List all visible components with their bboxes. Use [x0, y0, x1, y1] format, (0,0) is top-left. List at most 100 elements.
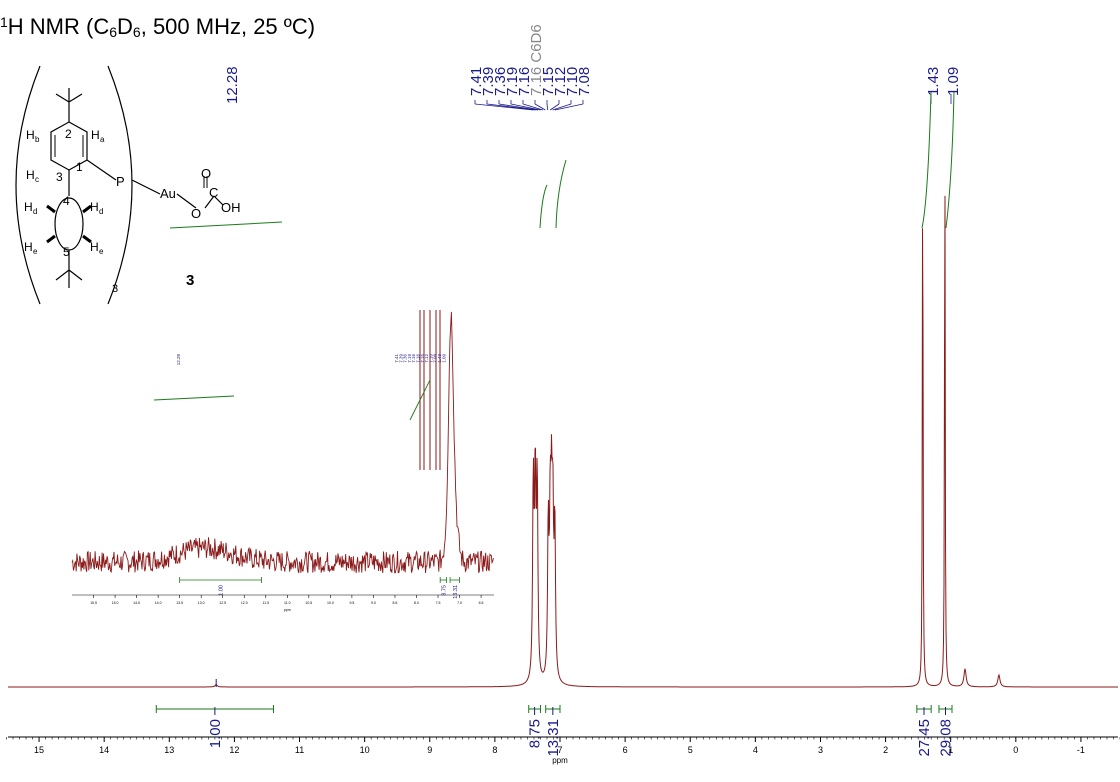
atom-hc-sub: c [35, 175, 39, 184]
inset-peak-label: 7.36 [403, 354, 408, 363]
label-connector [546, 103, 549, 111]
atom-ha: H [91, 128, 100, 142]
peak-label: 12.28 [224, 66, 241, 104]
spectrum-title: 1H NMR (C6D6, 500 MHz, 25 ºC) [0, 14, 316, 40]
integral-value: 1.00 [207, 719, 224, 748]
atom-hd-left: H [24, 200, 33, 214]
c1-p-bond [86, 159, 117, 181]
inset-tick-label: 8.5 [393, 601, 398, 605]
inset-tick-label: 8.0 [414, 601, 419, 605]
x-axis-label: ppm [552, 756, 568, 765]
inset-integral-curve [409, 379, 431, 421]
inset-tick-label: 13.5 [176, 601, 183, 605]
inset-peak-label: 7.39 [398, 354, 403, 363]
peak-label: 7.08 [576, 67, 593, 96]
x-tick-label: 11 [295, 745, 304, 755]
label-connector [534, 103, 546, 111]
inset-tick-label: 14.0 [155, 601, 162, 605]
x-tick-label: 8 [492, 745, 497, 755]
atom-hb-sub: b [35, 135, 40, 144]
atom-hd-right: H [90, 200, 99, 214]
inset-tick-label: 15.0 [112, 601, 119, 605]
integral-curve [169, 221, 283, 229]
carbon-4: 4 [63, 194, 70, 208]
peak-label: 7.36 [492, 67, 509, 96]
p-au-bond [131, 179, 161, 195]
atom-he-right: H [90, 240, 99, 254]
integral-curve [945, 91, 955, 229]
au-o-bond [176, 193, 197, 209]
inset-peak-label: 1.43 [437, 354, 442, 363]
integral-value: 27.45 [916, 719, 933, 757]
inset-tick-label: 13.0 [198, 601, 205, 605]
inset-integral-value: 13.31 [453, 585, 459, 599]
integral-value: 13.31 [545, 719, 562, 757]
x-tick-label: 2 [883, 745, 888, 755]
integral-curve [555, 159, 567, 229]
atom-o1: O [191, 206, 201, 221]
label-connector [522, 103, 544, 111]
peak-label: 7.10 [564, 67, 581, 96]
peak-label: 7.12 [552, 67, 569, 96]
tbu-top [55, 88, 83, 122]
inset-peak-label: 7.12 [424, 354, 429, 363]
peak-label: 1.09 [945, 67, 962, 96]
inset-peak-label: 7.08 [433, 354, 438, 363]
inset-integral-curve [153, 395, 235, 401]
atom-p: P [116, 174, 125, 189]
inset-tick-label: 11.5 [262, 601, 269, 605]
peak-label: 7.16 [516, 67, 533, 96]
atom-he-right-sub: e [99, 247, 104, 256]
inset-peak-label: 7.16 [411, 354, 416, 363]
integral-value: 8.75 [527, 719, 544, 748]
label-connector [552, 103, 572, 111]
atom-hc: H [26, 168, 35, 182]
x-tick-label: 14 [99, 745, 109, 755]
x-tick-label: -1 [1077, 745, 1085, 755]
atom-he-left-sub: e [33, 247, 38, 256]
x-tick-label: 3 [818, 745, 823, 755]
label-connector [510, 103, 541, 111]
carbon-1: 1 [76, 160, 83, 174]
inset-tick-label: 6.5 [479, 601, 484, 605]
inset-tick-label: 7.5 [436, 601, 441, 605]
atom-o2: O [201, 166, 211, 181]
carbon-3: 3 [56, 170, 63, 184]
inset-tick-label: 9.5 [349, 601, 354, 605]
left-parenthesis [15, 65, 41, 305]
inset-tick-label: 9.0 [371, 601, 376, 605]
carbon-2: 2 [65, 127, 72, 141]
o-c-bond [204, 195, 215, 209]
atom-hb: H [26, 128, 35, 142]
x-tick-label: 10 [360, 745, 370, 755]
inset-tick-label: 7.0 [457, 601, 462, 605]
x-tick-label: 13 [164, 745, 174, 755]
inset-peak-label: 7.19 [407, 354, 412, 363]
integral-curves [169, 91, 955, 229]
atom-c: C [209, 185, 218, 200]
atom-hd-right-sub: d [99, 207, 103, 216]
c-oh-bond [213, 195, 224, 206]
inset-tick-label: 12.0 [241, 601, 248, 605]
main-spectrum-trace [8, 195, 1118, 688]
right-parenthesis [107, 65, 133, 305]
inset-tick-label: 12.5 [219, 601, 226, 605]
label-connector [474, 103, 534, 111]
peak-label: 7.39 [480, 67, 497, 96]
x-tick-label: 7 [557, 745, 562, 755]
label-connector [498, 103, 539, 111]
x-tick-label: 15 [34, 745, 44, 755]
ligand-count: 3 [112, 283, 118, 295]
inset-tick-label: 14.5 [133, 601, 140, 605]
peak-label: 7.19 [504, 67, 521, 96]
inset-peak-label: 1.09 [441, 354, 446, 363]
chemical-structure: P Au O C O OH H a H b H c H d H d H e H … [15, 65, 241, 305]
integral-curve [539, 184, 548, 229]
inset-peak-label: 12.28 [176, 354, 181, 366]
atom-ha-sub: a [100, 135, 105, 144]
x-tick-label: 5 [688, 745, 693, 755]
x-tick-label: 9 [427, 745, 432, 755]
peak-label: 7.15 [540, 67, 557, 96]
